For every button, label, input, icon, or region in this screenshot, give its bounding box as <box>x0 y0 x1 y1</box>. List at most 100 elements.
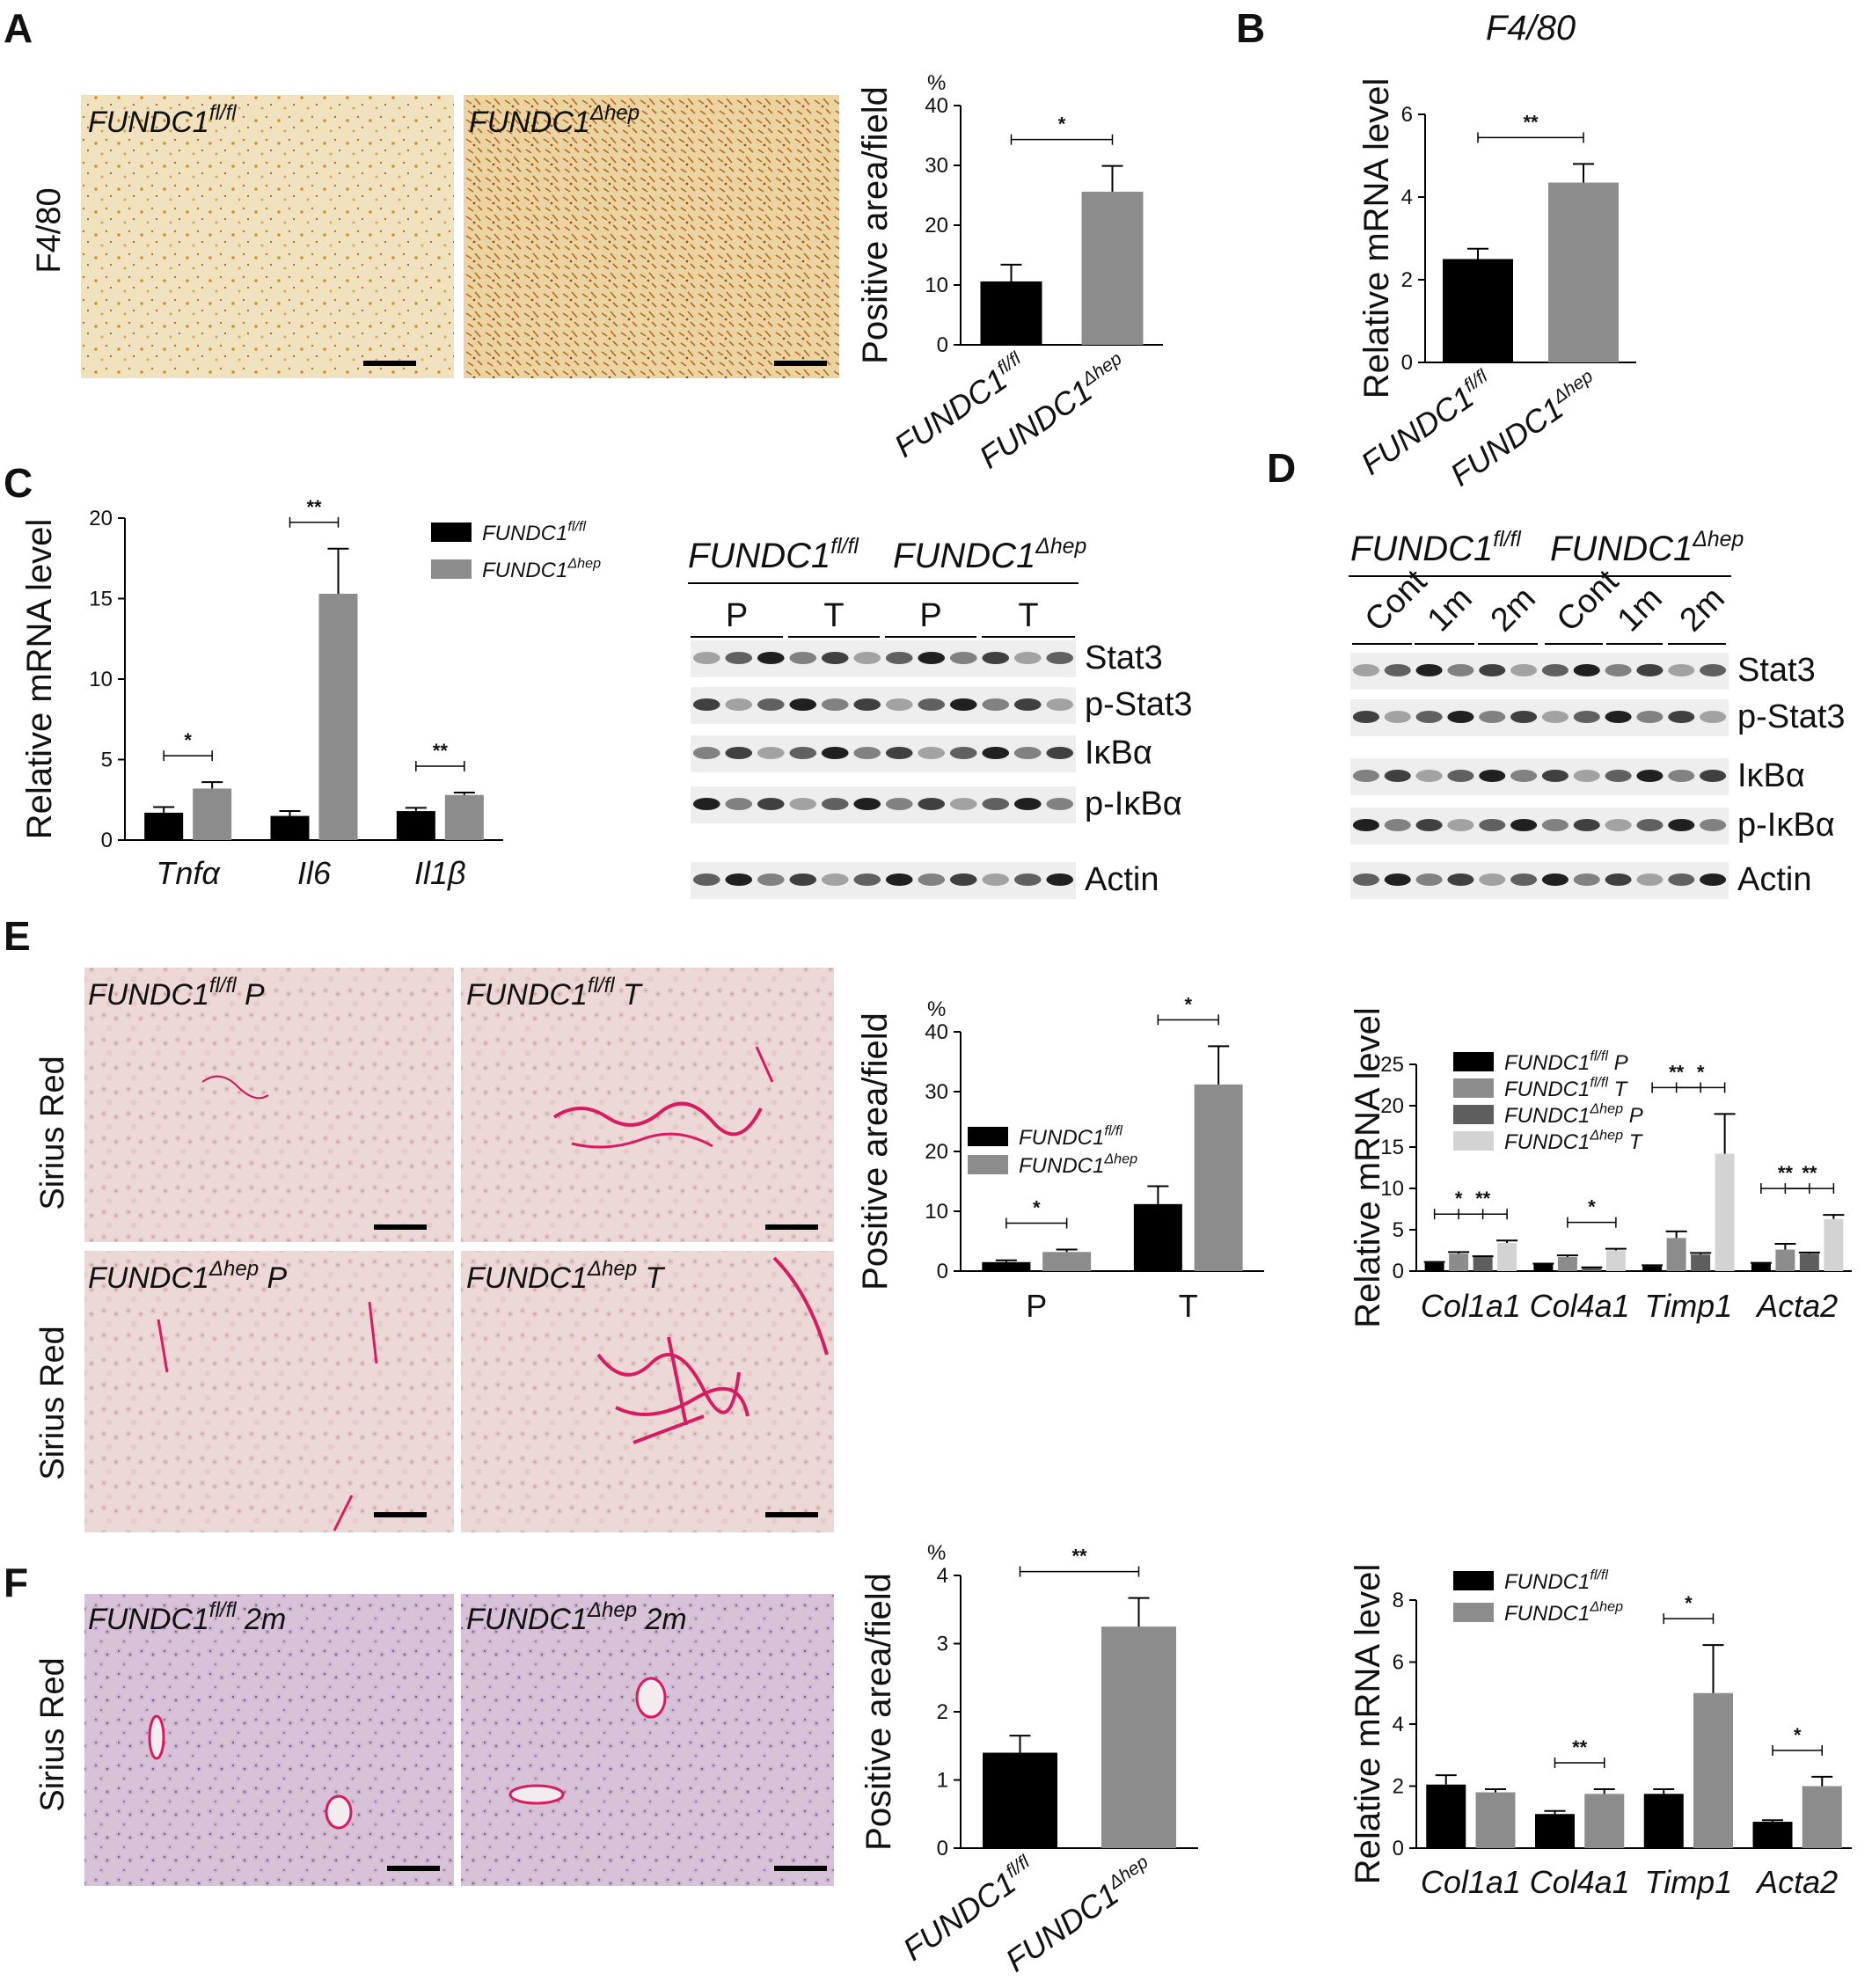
blot-band <box>1352 770 1379 782</box>
blot-band <box>1415 819 1443 831</box>
y-tick-label: 4 <box>1393 1713 1404 1736</box>
y-unit: % <box>927 998 946 1021</box>
blot-group-label-sup: fl/fl <box>830 535 859 559</box>
chart-f-fibrosis-mrna: 0 2 4 6 8 Relative mRNA level Col1a1 Col4a1 Timp… <box>1349 1564 1852 1900</box>
blot-band <box>1046 652 1074 664</box>
bar <box>270 815 310 840</box>
blot-strip <box>1350 808 1729 844</box>
blot-band <box>789 698 817 711</box>
significance-label: * <box>1033 1197 1041 1219</box>
micrograph-e-dhep-p: FUNDC1Δhep P <box>84 1251 454 1532</box>
y-tick-label: 6 <box>1401 103 1413 127</box>
blot-band <box>918 698 946 711</box>
blot-band <box>1541 770 1569 782</box>
legend-label: FUNDC1fl/fl T <box>1504 1075 1629 1101</box>
blot-row-label: Actin <box>1737 861 1811 898</box>
y-tick-label: 40 <box>925 94 948 118</box>
x-tick-label: Acta2 <box>1755 1864 1838 1900</box>
blot-row-label: p-Stat3 <box>1737 698 1846 735</box>
y-tick-label: 0 <box>937 333 948 357</box>
legend-label-main: FUNDC1 <box>482 559 567 582</box>
bar <box>1752 1822 1793 1848</box>
image-label: FUNDC1fl/fl T <box>466 974 643 1012</box>
y-axis-title: Relative mRNA level <box>1349 1007 1387 1328</box>
bar <box>1642 1266 1663 1271</box>
blot-band <box>757 873 785 886</box>
y-tick-label: 2 <box>1393 1775 1404 1799</box>
y-tick-label: 15 <box>1380 1136 1404 1159</box>
legend-swatch <box>968 1155 1008 1174</box>
bar <box>1042 1252 1092 1271</box>
blot-band <box>918 873 946 886</box>
blot-band <box>1668 664 1695 676</box>
row-label-sirius-2: Sirius Red <box>34 1326 71 1480</box>
blot-band <box>1046 873 1074 886</box>
bar <box>980 281 1042 345</box>
legend-label-sup: Δhep <box>1103 1151 1137 1167</box>
legend-label-sup: Δhep <box>1589 1128 1623 1144</box>
x-tick-label: Col4a1 <box>1530 1864 1630 1900</box>
blot-band <box>918 798 946 810</box>
blot-row-label: p-IκBα <box>1737 807 1835 844</box>
x-tick-label: Il1β <box>414 855 466 891</box>
blot-strip <box>691 735 1076 772</box>
legend-label: FUNDC1Δhep <box>1019 1151 1137 1178</box>
blot-group-label: FUNDC1fl/fl <box>688 535 859 575</box>
blot-band <box>949 873 977 886</box>
blot-band <box>1013 652 1042 664</box>
chart-e-positive-area: 0 10 20 30 40 Positive area/field% P T * * FUNDC1f… <box>856 993 1264 1324</box>
blot-band <box>1479 819 1506 831</box>
significance-label: ** <box>1669 1061 1685 1083</box>
chart-title: F4/80 <box>1486 9 1576 48</box>
legend-label-main: FUNDC1 <box>482 522 567 545</box>
bar <box>1497 1243 1517 1271</box>
x-tick-label: P <box>1026 1288 1047 1324</box>
x-tick-label: Col1a1 <box>1421 1864 1521 1900</box>
x-tick-label: Tnfα <box>156 855 221 891</box>
blot-band <box>1046 698 1074 711</box>
blot-group-label: FUNDC1Δhep <box>1550 528 1744 568</box>
y-tick-label: 10 <box>925 274 948 297</box>
blot-band <box>1352 873 1379 886</box>
legend-swatch <box>1453 1131 1494 1151</box>
blot-band <box>949 798 977 810</box>
blot-band <box>853 747 881 759</box>
blot-band <box>1605 873 1632 886</box>
blot-band <box>1668 711 1695 723</box>
legend-label-sup: fl/fl <box>1590 1075 1608 1091</box>
blot-band <box>1541 819 1569 831</box>
blot-band <box>982 873 1010 886</box>
legend-swatch <box>1453 1105 1494 1124</box>
blot-band <box>1013 873 1042 886</box>
blot-band <box>1447 873 1474 886</box>
blot-band <box>821 798 849 810</box>
legend-swatch <box>431 523 472 542</box>
blot-group-label-main: FUNDC1 <box>893 537 1035 575</box>
blot-row-label: p-Stat3 <box>1085 686 1193 723</box>
blot-subgroup-label: P <box>726 597 748 634</box>
legend-label-sup: fl/fl <box>567 519 586 535</box>
significance-label: * <box>1184 993 1192 1015</box>
y-tick-label: 20 <box>1380 1094 1404 1118</box>
image-label: FUNDC1fl/fl <box>88 101 237 139</box>
blot-subgroup-label: 2m <box>1673 580 1732 639</box>
image-label: FUNDC1fl/fl 2m <box>88 1598 286 1636</box>
blot-band <box>1573 819 1600 831</box>
legend-label-main: FUNDC1 <box>1019 1126 1104 1150</box>
blot-band <box>725 698 753 711</box>
x-tick-label: Timp1 <box>1645 1288 1733 1324</box>
significance-label: ** <box>1572 1736 1588 1758</box>
micrograph-a-dhep: FUNDC1Δhep <box>464 95 839 378</box>
blot-strip <box>1350 699 1729 736</box>
blot-row-label: IκBα <box>1085 735 1152 771</box>
blot-band <box>1479 873 1506 886</box>
blot-group-label-sup: fl/fl <box>1493 528 1522 552</box>
micrograph-e-flfl-t: FUNDC1fl/fl T <box>461 968 834 1242</box>
x-tick-label: Il6 <box>297 855 332 891</box>
blot-band <box>1046 747 1074 759</box>
bar <box>1691 1254 1711 1271</box>
